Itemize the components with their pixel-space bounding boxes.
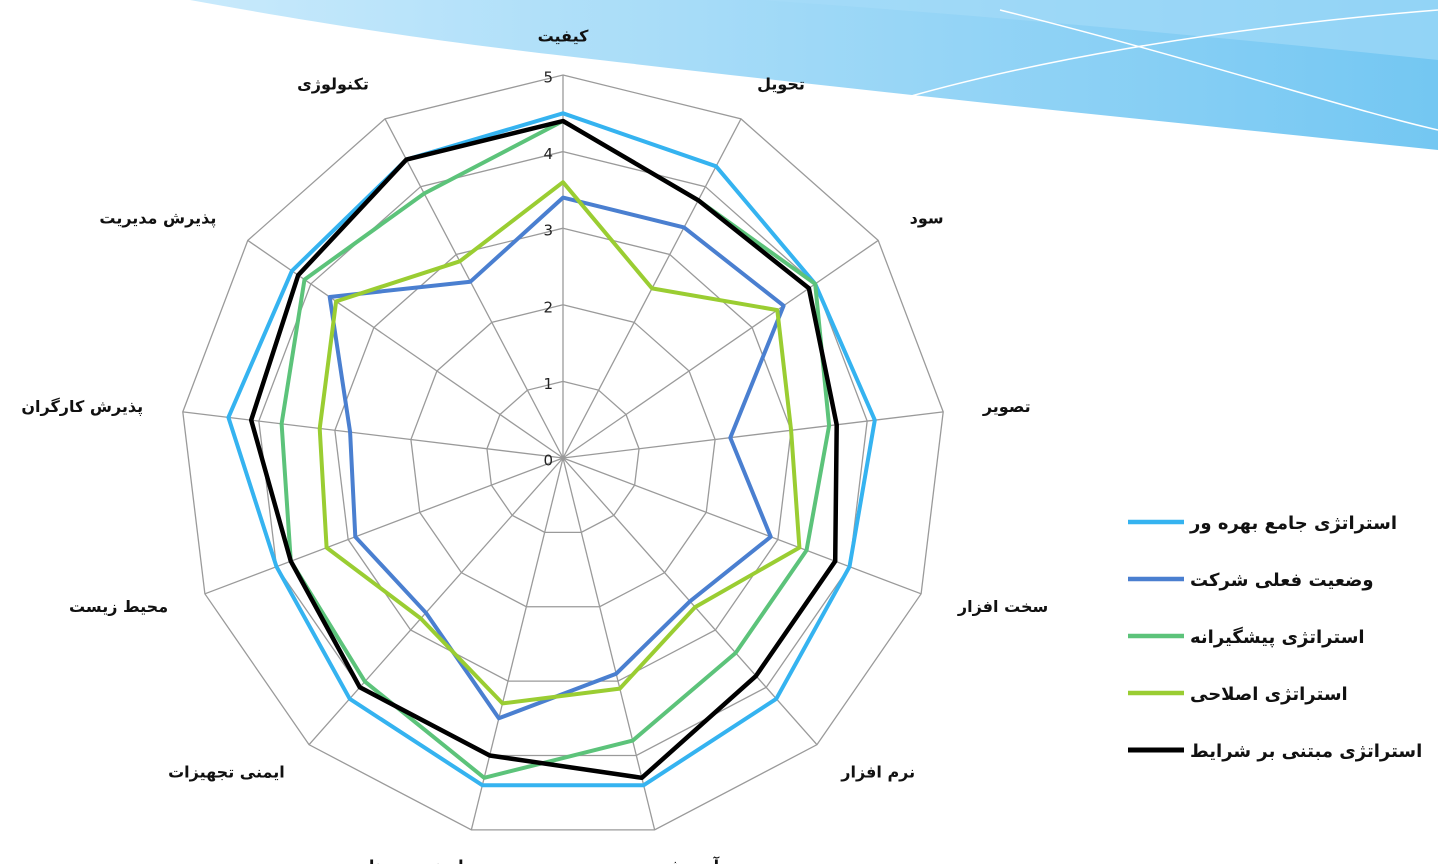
- spoke: [562, 457, 656, 831]
- grid: [182, 74, 944, 831]
- category-label: پذیرش مدیریت: [99, 208, 216, 228]
- legend-label: استراتژی پیشگیرانه: [1190, 626, 1365, 648]
- labels: 0 1 2 3 4 5 کیفیت تحویل سود تصویر سخت افزار نرم افز…: [21, 27, 1048, 864]
- spoke: [247, 239, 564, 459]
- spoke: [562, 411, 944, 459]
- spoke: [204, 457, 564, 595]
- category-label: پذیرش کارگران: [21, 397, 143, 417]
- category-label: آموزش: [662, 855, 719, 864]
- category-label: ایمنی تجهیزات: [168, 763, 285, 782]
- grid-ring: [334, 227, 792, 682]
- spoke: [182, 411, 564, 459]
- category-label: محیط زیست: [69, 597, 168, 616]
- grid-ring: [486, 380, 640, 534]
- tick-label: 0: [543, 452, 553, 470]
- category-label: تکنولوژی: [297, 75, 369, 94]
- plot: [226, 111, 877, 788]
- category-label: تحویل: [757, 75, 805, 94]
- tick-label: 3: [543, 222, 553, 240]
- series-line: [327, 195, 786, 721]
- grid-ring: [182, 74, 944, 831]
- tick-label: 2: [543, 298, 553, 316]
- legend-label: استراتژی مبتنی بر شرایط: [1190, 741, 1422, 762]
- spoke: [384, 118, 564, 459]
- legend-label: استراتژی جامع بهره ور: [1189, 513, 1397, 534]
- category-label: سخت افزار: [957, 597, 1048, 616]
- series-line: [248, 118, 839, 781]
- series-line: [226, 111, 877, 788]
- series-line: [279, 119, 832, 780]
- header-decoration: [190, 0, 1438, 150]
- category-label: نرم افزار: [840, 763, 915, 782]
- tick-label: 5: [543, 69, 553, 87]
- spoke: [562, 239, 879, 459]
- series-line: [317, 180, 802, 706]
- legend-label: استراتژی اصلاحی: [1190, 684, 1348, 705]
- tick-label: 4: [543, 145, 553, 163]
- spoke: [470, 457, 564, 831]
- legend: استراتژی جامع بهره ور وضعیت فعلی شرکت استر…: [1128, 513, 1422, 762]
- spoke: [308, 457, 564, 746]
- category-label: ایمنی پرسنل: [361, 856, 464, 864]
- category-label: تصویر: [982, 397, 1031, 416]
- category-label: کیفیت: [538, 27, 590, 46]
- category-label: سود: [910, 208, 944, 227]
- spoke: [562, 457, 922, 595]
- legend-label: وضعیت فعلی شرکت: [1190, 570, 1374, 591]
- tick-label: 1: [543, 375, 553, 393]
- grid-ring: [410, 304, 716, 608]
